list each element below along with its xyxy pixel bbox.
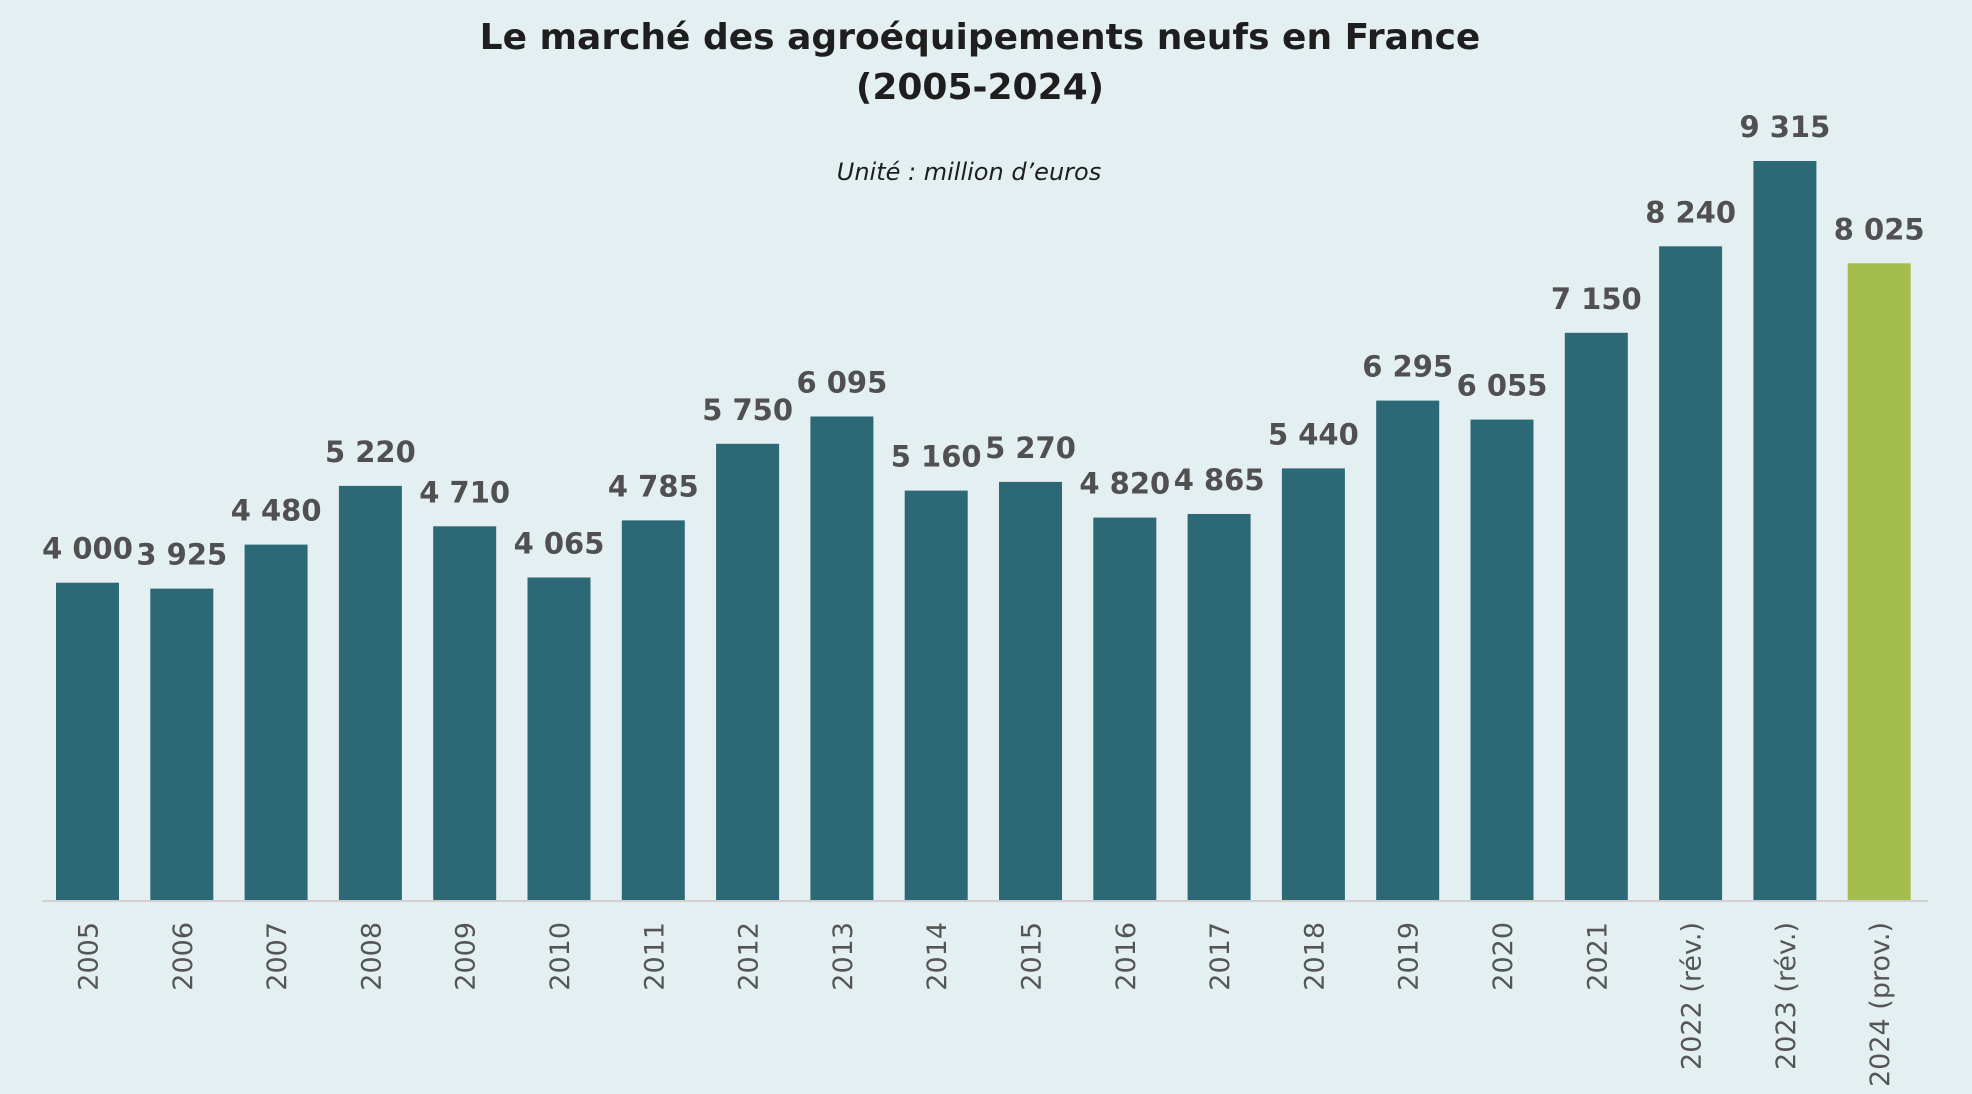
bar-2018	[1281, 468, 1345, 900]
x-tick-label: 2012	[734, 922, 765, 991]
bar-2013	[810, 416, 874, 900]
x-tick-label: 2020	[1488, 922, 1519, 991]
x-tick-label: 2022 (rév.)	[1677, 922, 1708, 1070]
bar-2006	[150, 588, 214, 900]
bar-2007	[244, 544, 308, 900]
x-tick-label: 2024 (prov.)	[1865, 922, 1896, 1087]
value-label: 8 240	[1645, 195, 1736, 229]
x-tick-label: 2015	[1017, 922, 1048, 991]
value-label: 8 025	[1834, 212, 1925, 246]
value-label: 6 095	[796, 366, 887, 400]
value-label: 9 315	[1739, 110, 1830, 144]
value-label: 4 785	[608, 469, 699, 503]
value-label: 7 150	[1551, 282, 1642, 316]
x-tick-label: 2013	[828, 922, 859, 991]
bar-2009	[433, 526, 497, 900]
bar-2014	[904, 490, 968, 900]
x-tick-labels-group: 2005 2006 2007 2008 2009 2010 2011 2012 2013 2014…	[74, 922, 1897, 1087]
bar-2008	[338, 485, 402, 900]
value-label: 4 000	[42, 532, 133, 566]
x-tick-label: 2006	[168, 922, 199, 991]
chart-title-line2: (2005-2024)	[856, 67, 1104, 108]
bar-2024	[1847, 263, 1911, 900]
bar-2022	[1659, 246, 1723, 901]
bar-2021	[1564, 332, 1628, 900]
value-label: 5 440	[1268, 417, 1359, 451]
x-tick-label: 2007	[262, 922, 293, 991]
bar-2016	[1093, 517, 1157, 900]
bar-2023	[1753, 161, 1817, 900]
x-tick-label: 2023 (rév.)	[1771, 922, 1802, 1070]
value-label: 4 480	[231, 494, 322, 528]
bar-2019	[1376, 400, 1440, 900]
x-tick-label: 2019	[1394, 922, 1425, 991]
value-label: 4 065	[514, 527, 605, 561]
bar-2010	[527, 577, 591, 900]
bar-2020	[1470, 419, 1534, 900]
value-label: 4 865	[1174, 463, 1265, 497]
chart-title-line1: Le marché des agroéquipements neufs en F…	[480, 17, 1481, 58]
value-label: 5 160	[891, 440, 982, 474]
value-label: 3 925	[136, 538, 227, 572]
value-label: 4 710	[419, 475, 510, 509]
x-tick-label: 2005	[74, 922, 105, 991]
value-label: 6 055	[1457, 369, 1548, 403]
x-tick-label: 2008	[356, 922, 387, 991]
value-label: 4 820	[1079, 467, 1170, 501]
value-label: 5 270	[985, 431, 1076, 465]
bar-2011	[621, 520, 685, 900]
value-label: 5 220	[325, 435, 416, 469]
bars-group	[56, 161, 1911, 901]
value-label: 6 295	[1362, 350, 1453, 384]
x-tick-label: 2018	[1299, 922, 1330, 991]
bar-2015	[999, 481, 1062, 900]
value-label: 5 750	[702, 393, 793, 427]
x-tick-label: 2021	[1582, 922, 1613, 991]
chart-subtitle: Unité : million d’euros	[837, 158, 1101, 186]
x-tick-label: 2014	[922, 922, 953, 991]
x-tick-label: 2009	[451, 922, 482, 991]
x-tick-label: 2016	[1111, 922, 1142, 991]
x-tick-label: 2017	[1205, 922, 1236, 991]
x-tick-label: 2010	[545, 922, 576, 991]
bar-2005	[56, 582, 119, 900]
x-tick-label: 2011	[639, 922, 670, 991]
bar-2012	[716, 443, 780, 900]
bar-2017	[1187, 514, 1251, 900]
